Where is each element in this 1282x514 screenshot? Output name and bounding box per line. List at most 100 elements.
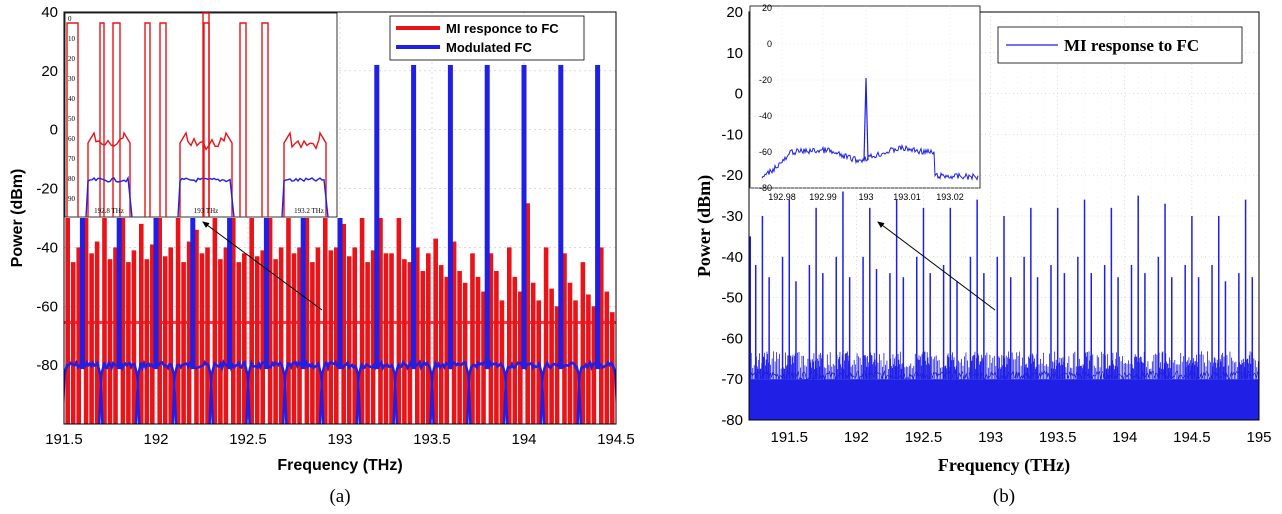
inset-y-tick: -80: [759, 183, 772, 193]
inset-y-tick: 30: [68, 75, 76, 83]
blue-peak: [337, 218, 343, 370]
red-peak: [433, 238, 438, 424]
x-tick-label: 194: [1112, 429, 1137, 446]
inset-red-line: [144, 22, 151, 217]
legend-a: MI responce to FC Modulated FC: [389, 15, 585, 61]
red-peak: [420, 270, 426, 424]
blue-peak: [411, 64, 417, 370]
red-peak: [126, 262, 131, 424]
inset-y-tick: 20: [68, 55, 76, 63]
inset-red-line: [239, 22, 247, 217]
inset-red-line: [261, 22, 269, 217]
red-peak: [254, 256, 260, 424]
inset-x-tick: 193.02: [936, 192, 964, 202]
blue-peak: [558, 64, 564, 370]
inset-x-tick: 193.2 THz: [294, 207, 324, 215]
red-peak: [260, 250, 266, 424]
red-peak: [94, 241, 100, 424]
y-tick-label: 20: [41, 63, 58, 80]
red-peak: [89, 253, 94, 424]
y-tick-label: 0: [735, 86, 743, 103]
blue-peak: [190, 218, 196, 370]
x-tick-label: 194.5: [1173, 429, 1211, 446]
inset-y-tick: 0: [767, 39, 772, 49]
y-tick-label: -60: [721, 330, 743, 347]
inset-y-tick: 50: [68, 115, 76, 123]
y-tick-label: 0: [50, 122, 58, 139]
red-peak: [273, 259, 278, 424]
x-tick-label: 191.5: [770, 429, 808, 446]
y-axis-label-b: Power (dBm): [694, 175, 715, 277]
red-peak: [107, 259, 113, 424]
red-peak: [444, 276, 450, 424]
red-peak: [604, 291, 610, 424]
red-peak: [573, 300, 578, 424]
red-peak: [365, 262, 370, 424]
red-peak: [610, 312, 615, 424]
red-peak: [438, 265, 444, 424]
y-tick-label: -80: [721, 412, 743, 429]
x-tick-labels-b: 191.5 192 192.5 193 193.5 194 194.5 195: [770, 429, 1271, 446]
red-peak: [530, 282, 536, 424]
inset-b-ticks: 192.98 192.99 193 193.01 193.02 20 0 -20 -40 -60 -…: [759, 3, 964, 202]
blue-comb-line: [245, 218, 288, 424]
red-peak: [488, 253, 494, 424]
red-peak: [407, 262, 413, 424]
red-peak: [562, 253, 567, 424]
red-peak: [370, 250, 376, 424]
inset-blue-group: [177, 177, 235, 218]
red-peak: [518, 291, 523, 424]
blue-comb-line: [134, 218, 178, 424]
y-tick-label: -10: [721, 126, 743, 143]
x-tick-label: 194: [511, 431, 536, 448]
red-peak: [315, 247, 321, 424]
red-peak: [549, 288, 554, 424]
blue-peak: [595, 64, 601, 370]
inset-x-tick: 193.01: [893, 192, 921, 202]
y-tick-label: -50: [721, 290, 743, 307]
inset-red-group: [87, 131, 131, 217]
red-peak: [481, 291, 486, 424]
y-tick-label: -20: [721, 167, 743, 184]
inset-blue-group: [281, 177, 329, 218]
red-peak: [144, 259, 150, 424]
y-tick-label: 40: [41, 4, 58, 21]
red-peak: [162, 256, 168, 424]
red-peak: [598, 247, 604, 424]
blue-comb-line: [97, 218, 141, 424]
x-tick-labels-a: 191.5 192 192.5 193 193.5 194 194.5: [45, 431, 635, 448]
chart-panel-a: 191.5 192 192.5 193 193.5 194 194.5 40 20 0 -20 -4…: [9, 4, 635, 474]
inset-red-line: [159, 22, 167, 217]
chart-panel-b: 191.5 192 192.5 193 193.5 194 194.5 195 20 10 0 -1…: [694, 3, 1272, 476]
inset-blue-group: [85, 175, 133, 218]
inset-b-trace: [761, 143, 979, 181]
red-peak: [186, 241, 192, 424]
red-peak: [494, 270, 499, 424]
blue-comb-line: [281, 218, 325, 424]
x-tick-label: 191.5: [45, 431, 83, 448]
blue-comb-line: [392, 64, 435, 424]
legend-label-blue: Modulated FC: [446, 40, 533, 55]
red-peak: [426, 253, 431, 424]
legend-label-b: MI response to FC: [1064, 36, 1199, 55]
legend-b: MI response to FC: [997, 26, 1243, 64]
blue-peak: [227, 218, 233, 370]
red-peak: [310, 262, 315, 424]
red-peak: [470, 253, 475, 424]
x-axis-label-a: Frequency (THz): [277, 457, 402, 474]
blue-comb-line: [539, 64, 583, 424]
y-axis-label-a: Power (dBm): [9, 169, 26, 268]
inset-a-ticks: 0 10 20 30 40 50 60 70 80 90 192.8 THz 193 THz 193.2…: [68, 15, 324, 215]
x-tick-label: 193: [978, 429, 1003, 446]
y-tick-label: -40: [36, 239, 58, 256]
red-peak: [414, 247, 420, 424]
legend-label-red: MI responce to FC: [446, 21, 559, 36]
inset-x-tick: 192.99: [809, 192, 837, 202]
inset-y-tick: 80: [68, 175, 76, 183]
y-tick-label: 20: [726, 4, 743, 21]
x-axis-label-b: Frequency (THz): [938, 455, 1070, 476]
red-peak: [457, 270, 462, 424]
red-peak: [328, 250, 334, 424]
inset-pointer-arrow-a: [202, 221, 323, 311]
red-peak: [506, 247, 512, 424]
